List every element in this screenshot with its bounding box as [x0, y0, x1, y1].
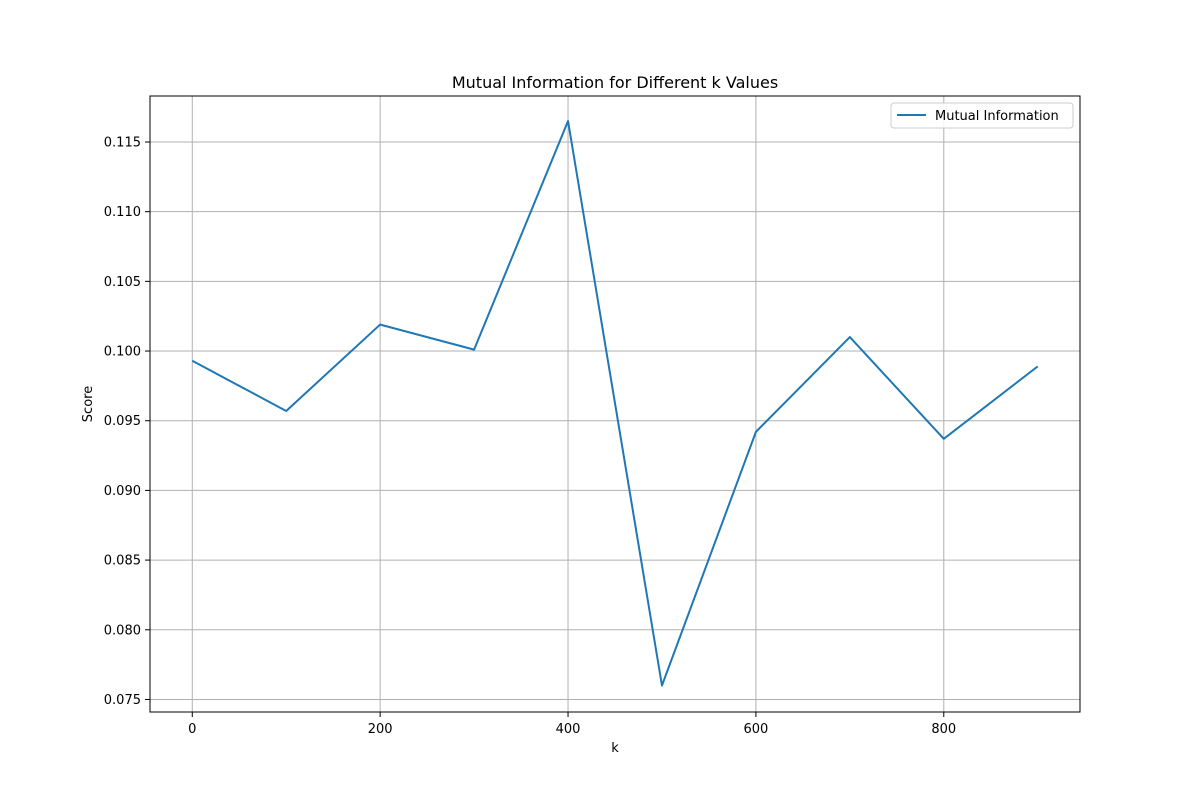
y-axis-label: Score — [81, 386, 96, 422]
y-tick-label: 0.115 — [104, 135, 141, 150]
x-tick-label: 800 — [931, 722, 956, 737]
y-tick-label: 0.075 — [104, 693, 141, 708]
y-tick-label: 0.085 — [104, 554, 141, 569]
grid-lines — [150, 96, 1080, 712]
y-tick-label: 0.080 — [104, 623, 141, 638]
y-tick-label: 0.105 — [104, 275, 141, 290]
x-tick-label: 400 — [556, 722, 581, 737]
plot-frame — [149, 95, 1081, 713]
y-tick-label: 0.095 — [104, 414, 141, 429]
x-tick-label: 0 — [188, 722, 196, 737]
series-line-mutual-information — [191, 120, 1039, 687]
legend: Mutual Information — [890, 102, 1074, 129]
x-tick-label: 200 — [368, 722, 393, 737]
y-axis: 0.075 0.080 0.085 0.090 0.095 0.100 0.105 0.110… — [104, 135, 150, 708]
y-tick-label: 0.110 — [104, 205, 141, 220]
chart-title: Mutual Information for Different k Value… — [452, 73, 778, 92]
series-group — [191, 120, 1039, 687]
x-tick-label: 600 — [743, 722, 768, 737]
legend-label-mutual-information: Mutual Information — [935, 109, 1059, 124]
y-tick-label: 0.090 — [104, 484, 141, 499]
y-tick-label: 0.100 — [104, 345, 141, 360]
legend-box — [890, 102, 1074, 129]
x-axis: 0 200 400 600 800 — [188, 712, 956, 737]
x-axis-label: k — [611, 741, 619, 756]
